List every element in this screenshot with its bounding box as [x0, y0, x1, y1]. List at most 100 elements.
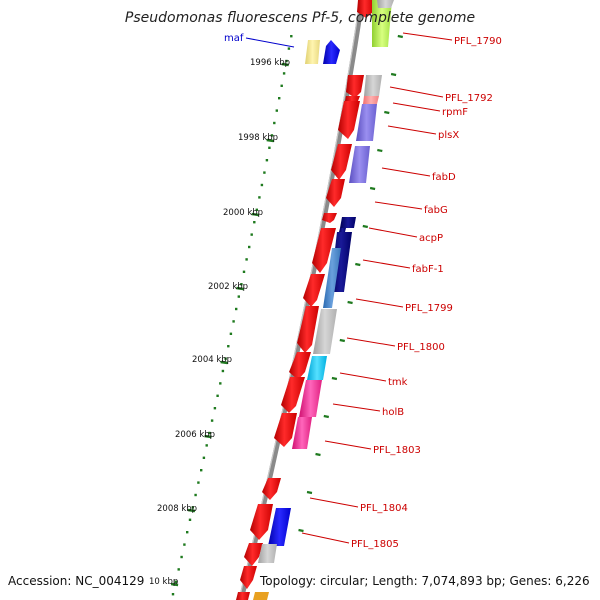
- scale-label: 2000 kbp: [223, 208, 263, 218]
- gene-label-pfl-1799[interactable]: PFL_1799: [405, 303, 453, 314]
- gene-tick: [369, 186, 376, 191]
- scale-dot: [224, 357, 227, 360]
- connector-holb: [332, 403, 381, 412]
- scale-dot: [180, 555, 183, 559]
- connector-pfl-1805: [301, 532, 350, 544]
- scale-dot: [194, 493, 197, 497]
- forward-strand-genes: [253, 0, 394, 600]
- scale-dot: [255, 208, 258, 211]
- gene-arrow: [326, 179, 345, 207]
- gene-tick: [315, 452, 321, 457]
- scale-dot: [263, 171, 266, 174]
- scale-label: 10 kbp: [149, 577, 178, 587]
- gene-label-pfl-1803[interactable]: PFL_1803: [373, 445, 421, 456]
- gene-arrow: [240, 566, 257, 589]
- connector-acpp: [368, 227, 418, 238]
- gene-tmk: [307, 356, 327, 380]
- gene-pfl-1805: [268, 508, 291, 546]
- scale-labels: 1996 kbp 1998 kbp 2000 kbp 2002 kbp 2004…: [149, 58, 290, 587]
- gene-tick: [347, 300, 353, 305]
- scale-dot: [188, 518, 192, 521]
- genome-title: Pseudomonas fluorescens Pf-5, complete g…: [124, 10, 476, 26]
- gene-label-pfl-1800[interactable]: PFL_1800: [397, 342, 445, 353]
- gene-label-maf[interactable]: maf: [224, 33, 244, 44]
- gene-neighbour: [377, 0, 394, 8]
- gene-arrow: [312, 228, 336, 273]
- gene-label-holb[interactable]: holB: [382, 407, 404, 418]
- scale-dot: [245, 258, 248, 261]
- gene-label-pfl-1792[interactable]: PFL_1792: [445, 93, 493, 104]
- scale-major-tick: [236, 286, 244, 291]
- connector-rpmf: [392, 102, 441, 112]
- scale-dot: [250, 233, 253, 236]
- gene-label-pfl-1805[interactable]: PFL_1805: [351, 539, 399, 550]
- scale-dot: [229, 332, 233, 335]
- scale-dot: [177, 568, 180, 571]
- gene-arrow: [338, 101, 360, 139]
- scale-label: 2002 kbp: [208, 282, 248, 292]
- topology-text: Topology: circular; Length: 7,074,893 bp…: [258, 573, 592, 589]
- gene-tick: [323, 414, 330, 419]
- gene-tick: [298, 528, 304, 533]
- scale-dot: [265, 159, 269, 162]
- gene-tick-marks: [298, 34, 404, 533]
- scale-dot: [253, 221, 256, 224]
- scale-major-tick: [251, 212, 259, 217]
- scale-dot: [219, 382, 222, 385]
- scale-major-tick: [204, 434, 212, 439]
- connector-pfl-1790: [402, 32, 453, 41]
- scale-dot: [202, 456, 206, 459]
- gene-neighbour: [253, 592, 269, 600]
- accession-text: Accession: NC_004129: [6, 573, 147, 589]
- gene-arrow: [346, 75, 364, 98]
- gene-label-tmk[interactable]: tmk: [388, 377, 408, 388]
- gene-pfl-1800: [313, 309, 337, 354]
- gene-label-rpmf[interactable]: rpmF: [442, 107, 468, 118]
- gene-plsx: [356, 104, 377, 141]
- gene-rpmf: [363, 96, 379, 104]
- gene-pfl-1799: [323, 248, 341, 308]
- gene-label-fabg[interactable]: fabG: [424, 205, 448, 216]
- gene-holb: [299, 380, 322, 417]
- scale-dot: [237, 295, 240, 298]
- scale-dot: [191, 506, 194, 509]
- gene-tick: [397, 34, 404, 39]
- gene-tick: [331, 376, 338, 381]
- scale-dot: [282, 72, 286, 75]
- gene-tick: [362, 224, 369, 229]
- scale-dot: [216, 394, 219, 397]
- connector-fabg: [374, 201, 423, 210]
- gene-tick: [384, 110, 390, 115]
- gene-pfl-1792: [364, 75, 382, 96]
- scale-dot: [258, 196, 261, 199]
- scale-label: 2008 kbp: [157, 504, 197, 514]
- scale-dot: [183, 543, 186, 546]
- scale-dot: [270, 134, 274, 137]
- gene-label-fabf-1[interactable]: fabF-1: [412, 264, 444, 275]
- gene-label-pfl-1804[interactable]: PFL_1804: [360, 503, 408, 514]
- connector-pfl-1800: [346, 337, 396, 347]
- gene-label-plsx[interactable]: plsX: [438, 130, 459, 141]
- scale-dot: [280, 84, 283, 87]
- gene-arrow: [250, 504, 273, 540]
- gene-acpp: [339, 228, 346, 232]
- gene-label-acpp[interactable]: acpP: [419, 233, 443, 244]
- scale-dot: [287, 47, 291, 50]
- scale-major-tick: [220, 360, 228, 365]
- scale-dot: [260, 183, 264, 187]
- scale-dots: [171, 35, 293, 596]
- gene-arrow: [303, 274, 325, 307]
- gene-tick: [377, 148, 383, 153]
- gene-label-pfl-1790[interactable]: PFL_1790: [454, 36, 502, 47]
- gene-arrow: [262, 478, 281, 500]
- gene-label-fabd[interactable]: fabD: [432, 172, 456, 183]
- scale-dot: [275, 109, 278, 112]
- scale-dot: [197, 481, 200, 484]
- scale-dot: [273, 121, 276, 125]
- scale-label: 1996 kbp: [250, 58, 290, 68]
- label-connectors: [245, 32, 453, 544]
- gene-pfl-1803: [292, 417, 312, 449]
- scale-major-ticks: [170, 62, 289, 587]
- gene-neighbour: [258, 544, 277, 563]
- scale-dot: [285, 59, 288, 63]
